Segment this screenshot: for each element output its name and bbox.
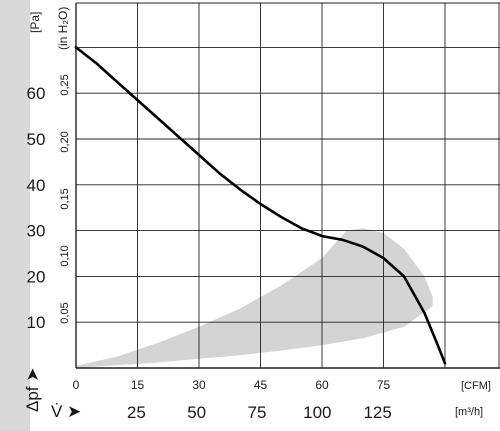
x-tick-m3h: 25 [127,403,146,422]
y-tick-inh2o: 0,25 [59,74,71,95]
x-tick-cfm: 75 [377,378,391,392]
y-tick-pa: 40 [27,176,46,195]
shaded-region [76,228,433,368]
y-tick-inh2o: 0,15 [59,188,71,209]
y-tick-inh2o: 0,05 [59,302,71,323]
y-axis-symbol: Δpf ➤ [23,367,42,412]
x-tick-m3h: 125 [363,403,391,422]
x-tick-m3h: 50 [187,403,206,422]
curve-layer [74,46,447,365]
y-tick-pa: 10 [27,313,46,332]
x-tick-cfm: 15 [131,378,145,392]
x-tick-cfm: 0 [73,378,80,392]
left-axis-band [0,0,30,431]
x2-unit-m3h: [m³/h] [455,406,483,418]
x-unit-cfm: [CFM] [461,380,491,392]
x-tick-m3h: 100 [303,403,331,422]
label-layer: 10 20 30 40 50 60 0,05 0,10 0,15 0,20 0,25 0 15 30 45 6… [27,74,392,422]
x-axis-symbol: V̇ ➤ [51,402,81,421]
y-tick-pa: 60 [27,84,46,103]
x-tick-cfm: 30 [192,378,206,392]
x-tick-m3h: 75 [248,403,267,422]
y-tick-inh2o: 0,20 [59,131,71,152]
y-unit-inh2o: (in H₂O) [56,7,70,50]
x-tick-cfm: 60 [315,378,329,392]
y-unit-pa: [Pa] [28,12,42,33]
curve-series-0 [74,46,447,365]
y-tick-pa: 30 [27,222,46,241]
y-tick-inh2o: 0,10 [59,245,71,266]
y-tick-pa: 20 [27,267,46,286]
operating-range-shade [76,228,433,368]
x-tick-cfm: 45 [254,378,268,392]
y-tick-pa: 50 [27,130,46,149]
